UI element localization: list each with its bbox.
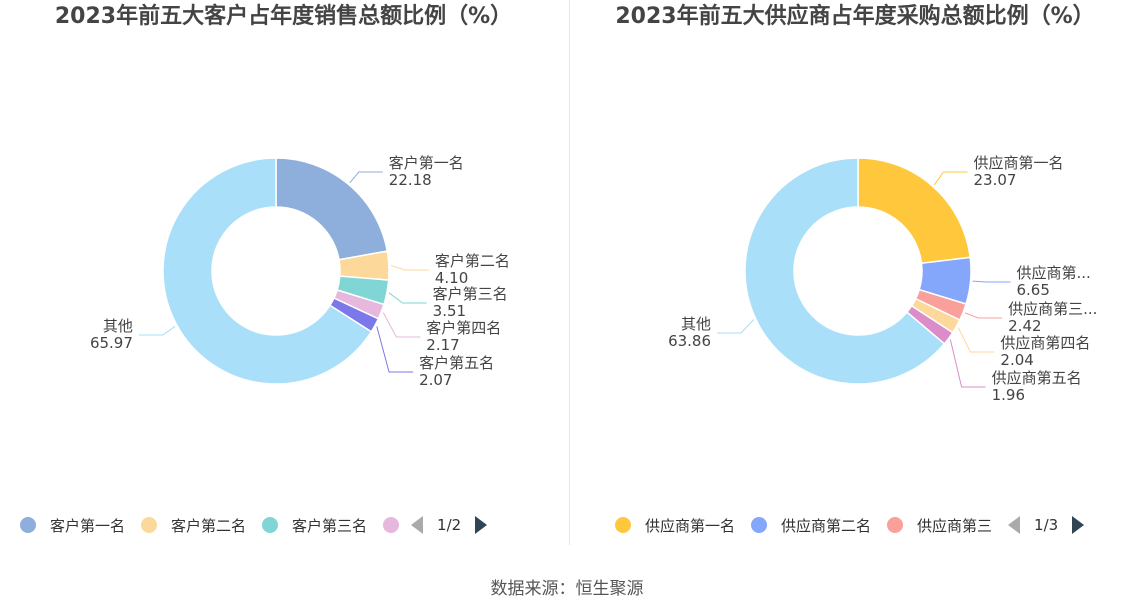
legend-item[interactable]: 客户第二名 xyxy=(141,515,246,536)
slice-value-label: 1.96 xyxy=(992,386,1025,404)
legend-label: 客户第一名 xyxy=(50,516,126,535)
slice-label: 其他 xyxy=(681,315,711,333)
label-leader-line xyxy=(138,325,176,336)
legend-marker xyxy=(887,517,904,533)
legend-label: 供应商第三 xyxy=(917,516,993,535)
legend-pager: 1/3 xyxy=(1008,516,1085,534)
slice-value-label: 4.10 xyxy=(435,269,468,287)
label-leader-line xyxy=(933,171,968,186)
slice-label: 客户第五名 xyxy=(419,354,494,372)
legend-label: 供应商第二名 xyxy=(781,516,872,535)
prev-page-icon[interactable] xyxy=(1008,516,1021,534)
legend-item[interactable] xyxy=(383,517,400,533)
label-leader-line xyxy=(390,264,429,271)
legend-marker xyxy=(751,517,768,533)
chart-legend: 供应商第一名 供应商第二名 供应商第三 1/3 xyxy=(615,512,1085,538)
legend-marker xyxy=(383,517,400,533)
pie-slice[interactable] xyxy=(162,157,373,385)
slice-value-label: 3.51 xyxy=(433,302,466,320)
legend-item[interactable]: 客户第三名 xyxy=(262,515,367,536)
pie-slice[interactable] xyxy=(744,157,946,385)
label-leader-line xyxy=(949,339,986,388)
legend-marker xyxy=(262,517,279,533)
slice-label: 其他 xyxy=(103,317,133,335)
slice-value-label: 6.65 xyxy=(1017,281,1050,299)
legend-item[interactable]: 供应商第三 xyxy=(887,515,992,536)
slice-value-label: 2.42 xyxy=(1008,317,1041,335)
slice-label: 供应商第三... xyxy=(1008,300,1097,318)
pie-slice[interactable] xyxy=(857,157,972,265)
slice-label: 供应商第五名 xyxy=(992,369,1082,387)
slice-label: 客户第三名 xyxy=(433,285,508,303)
prev-page-icon[interactable] xyxy=(411,516,424,534)
label-leader-line xyxy=(964,312,1003,319)
legend-label: 客户第二名 xyxy=(171,516,247,535)
slice-value-label: 2.07 xyxy=(419,371,452,389)
label-leader-line xyxy=(349,171,383,184)
data-source-note: 数据来源：恒生聚源 xyxy=(490,579,644,599)
legend-item[interactable]: 供应商第一名 xyxy=(615,515,735,536)
slice-value-label: 2.04 xyxy=(1000,351,1033,369)
chart-title: 2023年前五大客户占年度销售总额比例（%） xyxy=(54,4,513,29)
customer-chart-panel: 2023年前五大客户占年度销售总额比例（%） 客户第一名 22.18 客户第二名 4.… xyxy=(0,0,567,545)
slice-value-label: 63.86 xyxy=(668,332,711,350)
slice-value-label: 23.07 xyxy=(974,171,1017,189)
legend-page-indicator: 1/3 xyxy=(1034,516,1059,534)
legend-item[interactable]: 供应商第二名 xyxy=(751,515,871,536)
legend-page-indicator: 1/2 xyxy=(437,516,462,534)
slice-label: 客户第一名 xyxy=(389,154,464,172)
pie-slice[interactable] xyxy=(275,157,389,261)
next-page-icon[interactable] xyxy=(1072,516,1085,534)
label-leader-line xyxy=(382,312,421,338)
panel-divider xyxy=(569,0,570,545)
legend-item[interactable]: 客户第一名 xyxy=(20,515,125,536)
slice-value-label: 2.17 xyxy=(426,336,459,354)
slice-label: 客户第四名 xyxy=(426,319,501,337)
label-leader-line xyxy=(717,319,755,334)
label-leader-line xyxy=(376,326,414,373)
label-leader-line xyxy=(388,292,427,304)
legend-marker xyxy=(141,517,158,533)
slice-label: 供应商第四名 xyxy=(1000,334,1090,352)
label-leader-line xyxy=(972,280,1011,283)
chart-title: 2023年前五大供应商占年度采购总额比例（%） xyxy=(615,4,1095,29)
chart-legend: 客户第一名 客户第二名 客户第三名 1/2 xyxy=(20,512,488,538)
legend-marker xyxy=(20,517,36,533)
legend-pager: 1/2 xyxy=(411,516,488,534)
legend-label: 供应商第一名 xyxy=(645,516,736,535)
supplier-chart-panel: 2023年前五大供应商占年度采购总额比例（%） 供应商第一名 23.07 供应商第.… xyxy=(571,0,1134,545)
slice-value-label: 22.18 xyxy=(389,171,432,189)
slice-label: 供应商第... xyxy=(1017,264,1091,282)
next-page-icon[interactable] xyxy=(475,516,488,534)
legend-marker xyxy=(615,517,631,533)
slice-label: 客户第二名 xyxy=(435,252,510,270)
label-leader-line xyxy=(957,327,995,353)
slice-value-label: 65.97 xyxy=(90,334,133,352)
legend-label: 客户第三名 xyxy=(292,516,368,535)
slice-label: 供应商第一名 xyxy=(974,154,1064,172)
